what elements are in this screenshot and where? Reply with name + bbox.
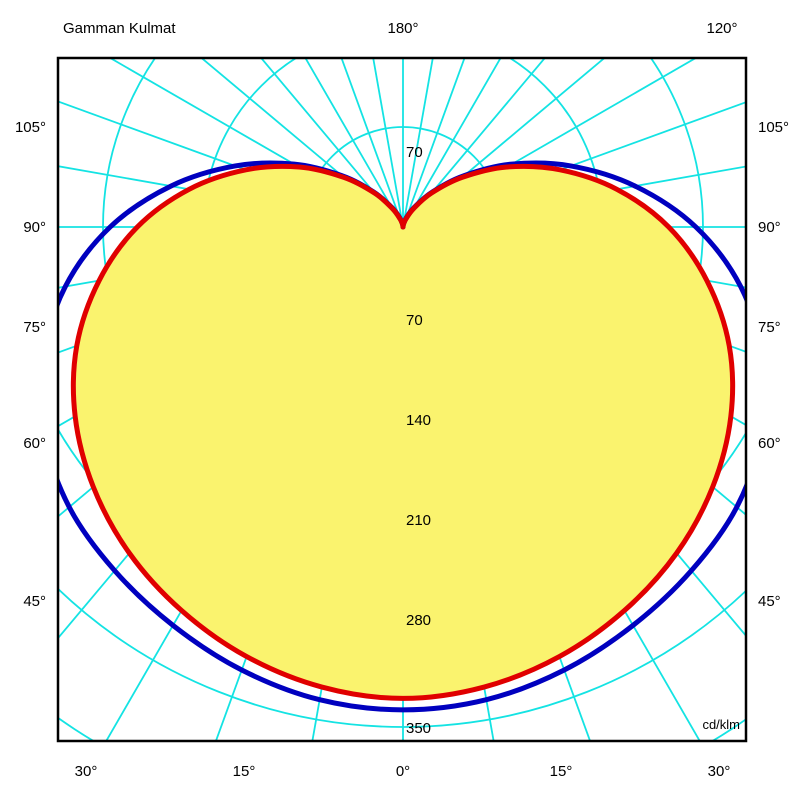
angle-label-bottom: 15° xyxy=(233,763,256,780)
curve-c90-c270 xyxy=(70,163,736,701)
grid-spoke xyxy=(260,58,404,228)
chart-title: Gamman Kulmat xyxy=(63,20,176,37)
grid-spoke xyxy=(340,58,404,228)
grid-spoke xyxy=(200,58,404,228)
angle-label-bottom: 30° xyxy=(75,763,98,780)
grid-spoke xyxy=(402,58,434,228)
radial-tick-label: 140 xyxy=(406,412,431,429)
distribution-curves xyxy=(58,160,746,713)
angle-label-left: 75° xyxy=(23,319,46,336)
angle-label-left: 105° xyxy=(15,119,46,136)
angle-label-right: 105° xyxy=(758,119,789,136)
angle-label-bottom: 30° xyxy=(708,763,731,780)
angle-label-left: 90° xyxy=(23,219,46,236)
grid-spoke xyxy=(402,58,546,228)
grid-spoke xyxy=(372,58,404,228)
angle-label-bottom: 15° xyxy=(550,763,573,780)
angle-label-right: 75° xyxy=(758,319,781,336)
angle-label-right: 90° xyxy=(758,219,781,236)
angle-tick-labels: 180° 120° 30° 15° 0° 15° 30° 105° 90° 75° 60° 45° 10… xyxy=(15,20,789,780)
grid-spoke xyxy=(402,58,466,228)
angle-label-left: 45° xyxy=(23,593,46,610)
angle-label-top: 180° xyxy=(387,20,418,37)
radial-tick-label: 280 xyxy=(406,612,431,629)
angle-label-bottom: 0° xyxy=(396,763,410,780)
unit-label: cd/klm xyxy=(702,717,740,732)
angle-label-left: 60° xyxy=(23,435,46,452)
grid-ring xyxy=(58,587,746,728)
radial-tick-labels: 70 70 140 210 280 350 xyxy=(406,144,431,737)
angle-label-top: 120° xyxy=(706,20,737,37)
radial-tick-label: 350 xyxy=(406,720,431,737)
grid-spoke xyxy=(402,58,502,228)
grid-spoke xyxy=(402,58,606,228)
plot-frame xyxy=(56,56,748,743)
radial-tick-label: 70 xyxy=(406,144,423,161)
distribution-fill xyxy=(73,166,733,699)
grid-spoke xyxy=(402,58,698,228)
radial-tick-label: 70 xyxy=(406,312,423,329)
angle-label-right: 45° xyxy=(758,593,781,610)
angle-label-right: 60° xyxy=(758,435,781,452)
curve-c0-c180 xyxy=(58,160,746,713)
radial-tick-label: 210 xyxy=(406,512,431,529)
grid-spoke xyxy=(108,58,404,228)
grid-spoke xyxy=(304,58,404,228)
